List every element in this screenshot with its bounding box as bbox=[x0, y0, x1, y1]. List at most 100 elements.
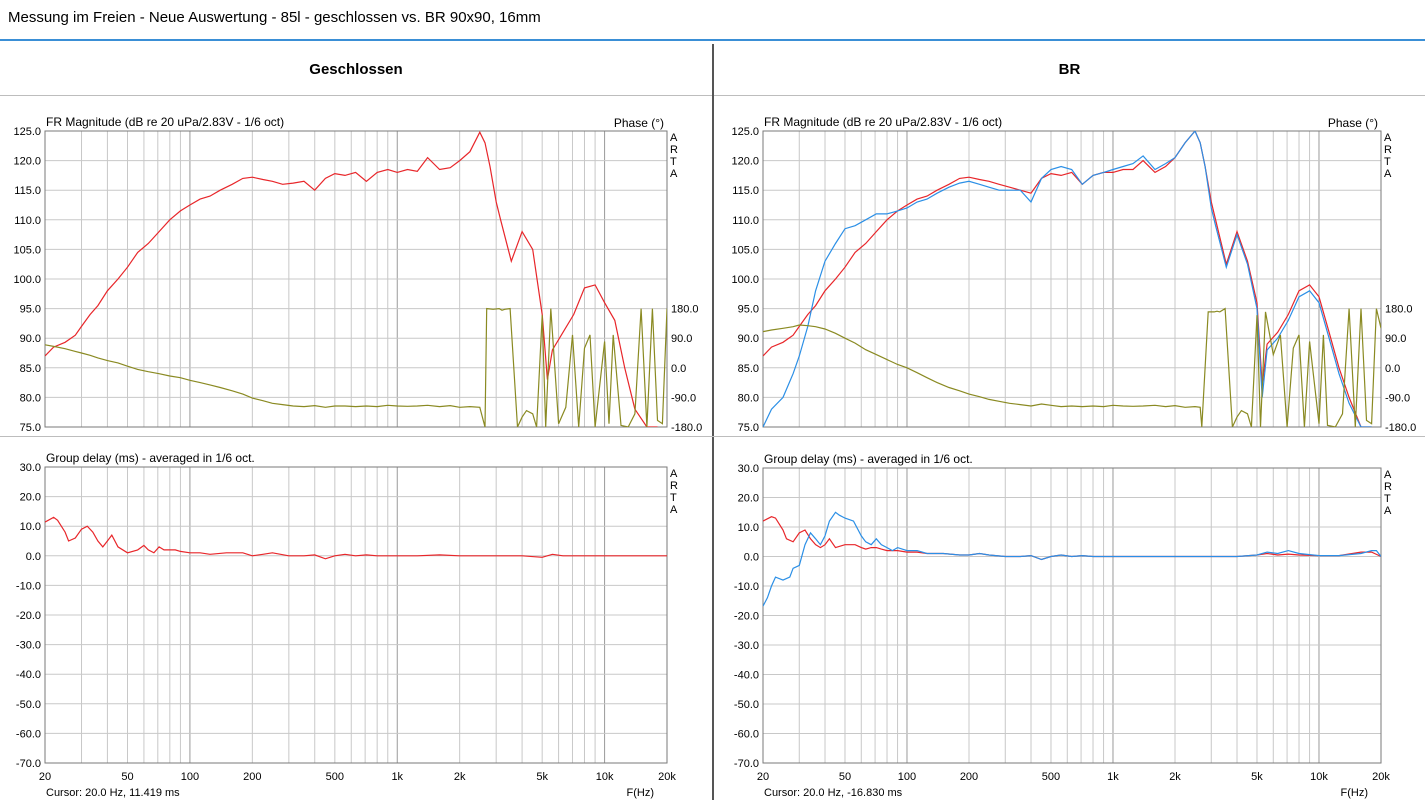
column-header-br: BR bbox=[714, 44, 1425, 96]
x-tick-label: 5k bbox=[1251, 771, 1263, 783]
arta-letter: A bbox=[1384, 469, 1392, 481]
arta-letter: A bbox=[670, 468, 678, 480]
y-tick-label: 90.0 bbox=[738, 333, 759, 345]
x-tick-label: 10k bbox=[596, 771, 614, 783]
phase-line bbox=[763, 307, 1381, 427]
series-line-red bbox=[763, 516, 1381, 561]
arta-letter: A bbox=[670, 132, 678, 144]
y-tick-label: -30.0 bbox=[16, 640, 41, 652]
y-tick-label: -20.0 bbox=[16, 610, 41, 622]
y-tick-label: 30.0 bbox=[738, 463, 759, 475]
x-tick-label: 500 bbox=[326, 771, 344, 783]
arta-letter: A bbox=[1384, 168, 1392, 180]
y-tick-label: 110.0 bbox=[732, 215, 759, 227]
arta-letter: A bbox=[1384, 505, 1392, 517]
window-title: Messung im Freien - Neue Auswertung - 85… bbox=[8, 9, 541, 26]
y-tick-label: -30.0 bbox=[734, 640, 759, 652]
phase-tick-label: -90.0 bbox=[1385, 392, 1410, 404]
arta-letter: A bbox=[1384, 132, 1392, 144]
y-tick-label: -10.0 bbox=[734, 581, 759, 593]
y-tick-label: 80.0 bbox=[738, 392, 759, 404]
phase-tick-label: 0.0 bbox=[671, 363, 686, 375]
y-tick-label: -70.0 bbox=[16, 758, 41, 770]
arta-letter: T bbox=[1384, 493, 1391, 505]
chart-title: FR Magnitude (dB re 20 uPa/2.83V - 1/6 o… bbox=[46, 115, 284, 129]
x-tick-label: 50 bbox=[121, 771, 133, 783]
x-tick-label: 200 bbox=[243, 771, 261, 783]
phase-line bbox=[45, 307, 667, 427]
y-tick-label: 125.0 bbox=[13, 126, 41, 138]
y-tick-label: 120.0 bbox=[13, 156, 41, 168]
x-tick-label: 2k bbox=[454, 771, 466, 783]
y-tick-label: -60.0 bbox=[734, 729, 759, 741]
phase-tick-label: -180.0 bbox=[671, 422, 702, 434]
y-tick-label: -50.0 bbox=[16, 699, 41, 711]
y-tick-label: 115.0 bbox=[14, 185, 41, 197]
phase-tick-label: 0.0 bbox=[1385, 363, 1400, 375]
column-divider bbox=[712, 44, 714, 800]
y-tick-label: 30.0 bbox=[20, 462, 41, 474]
x-tick-label: 5k bbox=[536, 771, 548, 783]
y-tick-label: -10.0 bbox=[16, 580, 41, 592]
x-tick-label: 100 bbox=[181, 771, 199, 783]
phase-tick-label: 90.0 bbox=[671, 333, 692, 345]
series-line-red bbox=[45, 516, 667, 560]
x-tick-label: 20k bbox=[1372, 771, 1390, 783]
arta-letter: R bbox=[1384, 144, 1392, 156]
y-tick-label: 105.0 bbox=[731, 244, 759, 256]
x-tick-label: 200 bbox=[960, 771, 978, 783]
plot-area bbox=[44, 130, 668, 428]
x-tick-label: 20 bbox=[39, 771, 51, 783]
phase-axis-title: Phase (°) bbox=[1328, 116, 1378, 130]
x-tick-label: 1k bbox=[391, 771, 403, 783]
y-tick-label: 110.0 bbox=[14, 215, 41, 227]
arta-letter: R bbox=[670, 480, 678, 492]
y-tick-label: 105.0 bbox=[13, 244, 41, 256]
x-tick-label: 10k bbox=[1310, 771, 1328, 783]
column-header-geschlossen: Geschlossen bbox=[0, 44, 712, 96]
y-tick-label: 100.0 bbox=[13, 274, 41, 286]
y-tick-label: 75.0 bbox=[738, 422, 759, 434]
x-tick-label: 50 bbox=[839, 771, 851, 783]
x-axis-label: F(Hz) bbox=[627, 787, 655, 799]
cursor-readout: Cursor: 20.0 Hz, -16.830 ms bbox=[764, 787, 903, 799]
arta-letter: T bbox=[670, 156, 677, 168]
arta-letter: R bbox=[670, 144, 678, 156]
arta-letter: R bbox=[1384, 481, 1392, 493]
y-tick-label: 100.0 bbox=[731, 274, 759, 286]
window-title-bar: Messung im Freien - Neue Auswertung - 85… bbox=[0, 0, 1425, 41]
series-line-blue bbox=[763, 131, 1372, 427]
x-tick-label: 20 bbox=[757, 771, 769, 783]
chart-title: FR Magnitude (dB re 20 uPa/2.83V - 1/6 o… bbox=[764, 115, 1002, 129]
y-tick-label: 85.0 bbox=[738, 363, 759, 375]
y-tick-label: 95.0 bbox=[20, 304, 41, 316]
arta-letter: A bbox=[670, 168, 678, 180]
phase-tick-label: 90.0 bbox=[1385, 333, 1406, 345]
y-tick-label: 10.0 bbox=[20, 521, 41, 533]
plot-area bbox=[44, 466, 668, 764]
y-tick-label: -40.0 bbox=[16, 669, 41, 681]
y-tick-label: 10.0 bbox=[738, 522, 759, 534]
row-divider bbox=[0, 436, 1425, 437]
y-tick-label: 115.0 bbox=[732, 185, 759, 197]
plot-area bbox=[762, 130, 1382, 428]
x-tick-label: 20k bbox=[658, 771, 676, 783]
y-tick-label: 90.0 bbox=[20, 333, 41, 345]
y-tick-label: 120.0 bbox=[731, 156, 759, 168]
cursor-readout: Cursor: 20.0 Hz, 11.419 ms bbox=[46, 787, 180, 799]
y-tick-label: 0.0 bbox=[744, 552, 759, 564]
arta-letter: T bbox=[670, 492, 677, 504]
y-tick-label: -20.0 bbox=[734, 611, 759, 623]
y-tick-label: -40.0 bbox=[734, 670, 759, 682]
y-tick-label: 85.0 bbox=[20, 363, 41, 375]
chart-title: Group delay (ms) - averaged in 1/6 oct. bbox=[46, 451, 255, 465]
x-tick-label: 2k bbox=[1169, 771, 1181, 783]
series-line-red bbox=[45, 131, 658, 427]
y-tick-label: 20.0 bbox=[20, 492, 41, 504]
phase-tick-label: 180.0 bbox=[1385, 304, 1413, 316]
y-tick-label: -60.0 bbox=[16, 728, 41, 740]
arta-letter: T bbox=[1384, 156, 1391, 168]
phase-tick-label: 180.0 bbox=[671, 304, 699, 316]
x-tick-label: 500 bbox=[1042, 771, 1060, 783]
